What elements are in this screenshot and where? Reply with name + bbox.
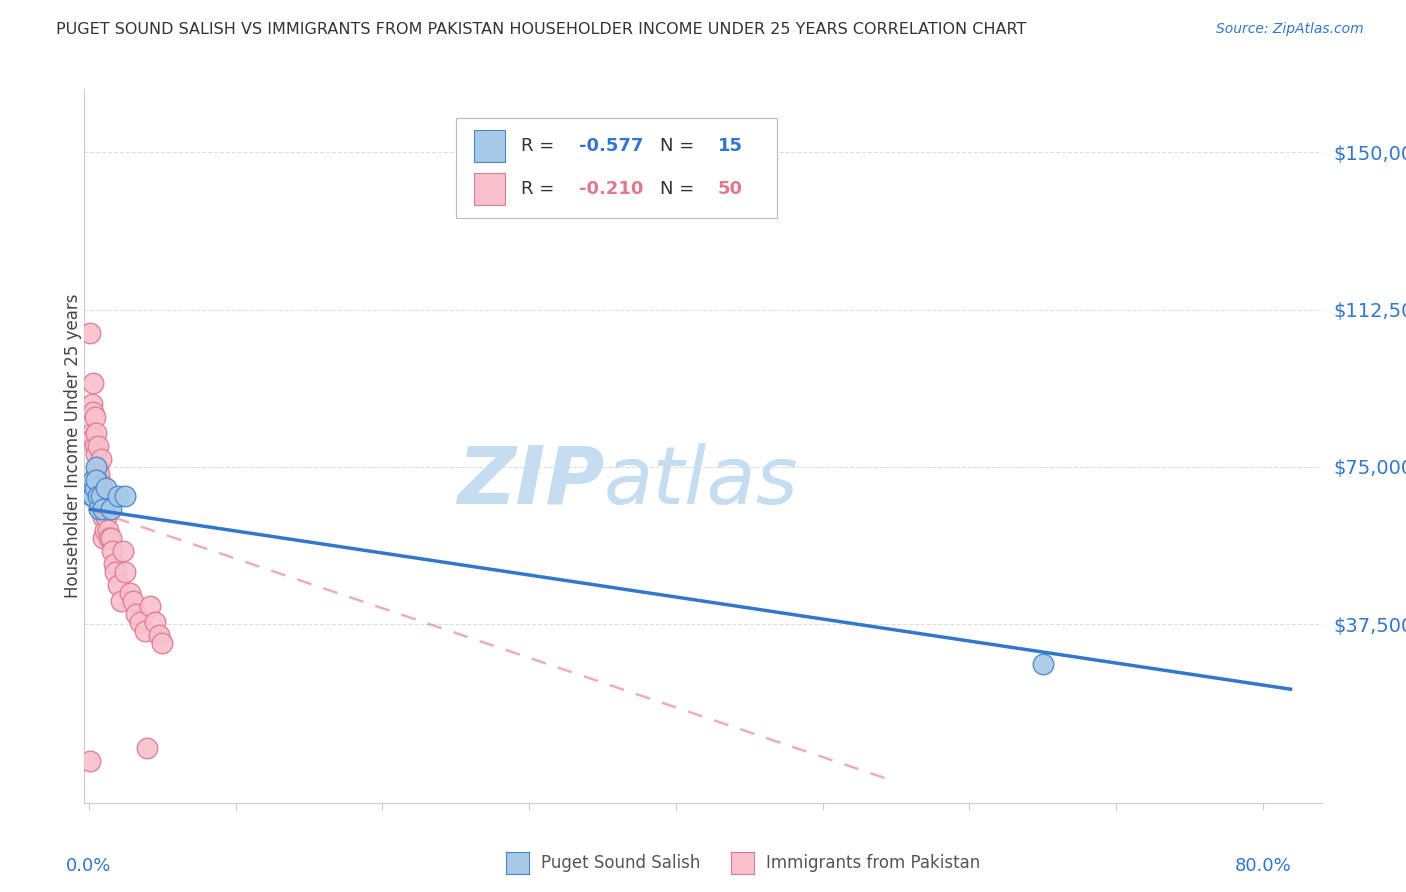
Point <box>83 481 105 495</box>
Point <box>84 426 107 441</box>
Point <box>148 628 170 642</box>
Point <box>139 599 162 613</box>
Point <box>84 473 107 487</box>
Text: N =: N = <box>659 180 700 198</box>
Point <box>96 510 118 524</box>
Point <box>86 481 108 495</box>
Point <box>107 489 129 503</box>
Point <box>82 473 104 487</box>
Point <box>100 532 122 546</box>
Point <box>111 544 134 558</box>
Text: 50: 50 <box>718 180 742 198</box>
Point <box>79 754 101 768</box>
Text: 0.0%: 0.0% <box>66 857 111 875</box>
Point <box>82 431 104 445</box>
Point <box>82 405 104 419</box>
Point <box>143 615 166 630</box>
Point <box>86 489 108 503</box>
Point <box>94 502 117 516</box>
Point <box>84 460 107 475</box>
Point <box>136 741 159 756</box>
Point <box>89 502 111 516</box>
Point <box>150 636 173 650</box>
Point <box>93 502 115 516</box>
Text: PUGET SOUND SALISH VS IMMIGRANTS FROM PAKISTAN HOUSEHOLDER INCOME UNDER 25 YEARS: PUGET SOUND SALISH VS IMMIGRANTS FROM PA… <box>56 22 1026 37</box>
Point <box>89 489 111 503</box>
Point <box>103 557 125 571</box>
Point <box>82 489 104 503</box>
Point <box>80 426 103 441</box>
Point <box>134 624 156 638</box>
Point <box>114 565 136 579</box>
Point <box>1032 657 1054 672</box>
Point <box>97 523 120 537</box>
Point <box>82 376 104 390</box>
Point <box>83 439 105 453</box>
Point <box>96 481 118 495</box>
Text: -0.577: -0.577 <box>579 137 644 155</box>
Point <box>86 439 108 453</box>
Point <box>79 326 101 340</box>
Point <box>84 447 107 461</box>
Y-axis label: Householder Income Under 25 years: Householder Income Under 25 years <box>65 293 82 599</box>
Point <box>101 544 124 558</box>
Text: -0.210: -0.210 <box>579 180 644 198</box>
Text: R =: R = <box>522 180 560 198</box>
Text: Source: ZipAtlas.com: Source: ZipAtlas.com <box>1216 22 1364 37</box>
Point <box>89 476 111 491</box>
Point <box>98 532 121 546</box>
Point <box>121 594 143 608</box>
Text: R =: R = <box>522 137 560 155</box>
Point <box>86 460 108 475</box>
Point <box>84 489 107 503</box>
Text: Immigrants from Pakistan: Immigrants from Pakistan <box>766 855 980 872</box>
FancyBboxPatch shape <box>456 118 778 218</box>
Point <box>87 489 110 503</box>
Point <box>87 468 110 483</box>
Point <box>104 565 127 579</box>
Point <box>110 594 132 608</box>
Point <box>84 468 107 483</box>
Point <box>93 510 115 524</box>
Point <box>125 607 148 621</box>
Text: N =: N = <box>659 137 700 155</box>
Point <box>80 489 103 503</box>
Point <box>91 481 114 495</box>
Point <box>129 615 152 630</box>
Point <box>80 397 103 411</box>
Point <box>84 489 107 503</box>
Point <box>94 523 117 537</box>
Point <box>83 409 105 424</box>
Point <box>89 451 111 466</box>
Point <box>107 577 129 591</box>
Text: 80.0%: 80.0% <box>1234 857 1291 875</box>
Point <box>93 489 115 503</box>
Text: Puget Sound Salish: Puget Sound Salish <box>541 855 700 872</box>
FancyBboxPatch shape <box>474 173 505 205</box>
Text: atlas: atlas <box>605 442 799 521</box>
Point <box>91 502 114 516</box>
Point <box>118 586 141 600</box>
Point <box>87 502 110 516</box>
Point <box>114 489 136 503</box>
Point <box>93 532 115 546</box>
Point <box>100 502 122 516</box>
Text: ZIP: ZIP <box>457 442 605 521</box>
Text: 15: 15 <box>718 137 742 155</box>
FancyBboxPatch shape <box>474 130 505 162</box>
